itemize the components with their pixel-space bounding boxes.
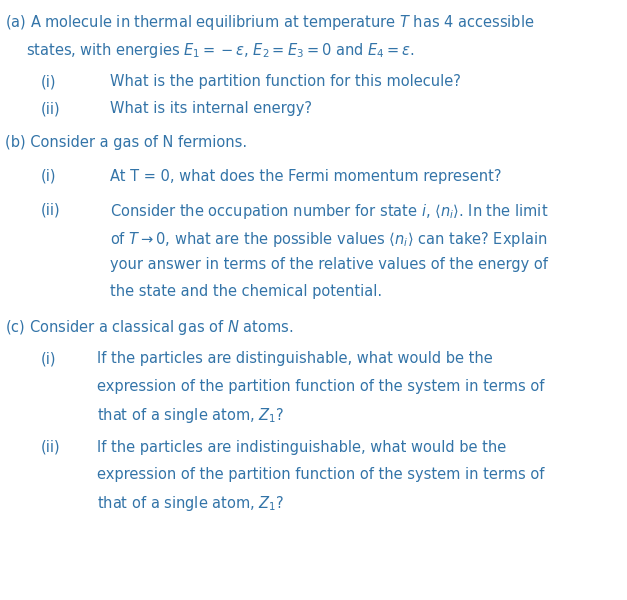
Text: If the particles are indistinguishable, what would be the: If the particles are indistinguishable, … xyxy=(97,440,507,455)
Text: (b) Consider a gas of N fermions.: (b) Consider a gas of N fermions. xyxy=(5,135,247,150)
Text: (i): (i) xyxy=(41,74,56,89)
Text: Consider the occupation number for state $i$, $\langle n_i \rangle$. In the limi: Consider the occupation number for state… xyxy=(110,202,548,221)
Text: (c) Consider a classical gas of $N$ atoms.: (c) Consider a classical gas of $N$ atom… xyxy=(5,318,293,337)
Text: (i): (i) xyxy=(41,352,56,366)
Text: that of a single atom, $Z_1$?: that of a single atom, $Z_1$? xyxy=(97,406,285,425)
Text: (ii): (ii) xyxy=(41,440,60,455)
Text: (ii): (ii) xyxy=(41,202,60,217)
Text: states, with energies $E_1 = -\epsilon$, $E_2 = E_3 = 0$ and $E_4 = \epsilon$.: states, with energies $E_1 = -\epsilon$,… xyxy=(26,40,415,59)
Text: of $T \rightarrow 0$, what are the possible values $\langle n_i \rangle$ can tak: of $T \rightarrow 0$, what are the possi… xyxy=(110,230,547,248)
Text: What is its internal energy?: What is its internal energy? xyxy=(110,101,312,116)
Text: expression of the partition function of the system in terms of: expression of the partition function of … xyxy=(97,379,545,394)
Text: (a) A molecule in thermal equilibrium at temperature $T$ has 4 accessible: (a) A molecule in thermal equilibrium at… xyxy=(5,13,534,32)
Text: At T = 0, what does the Fermi momentum represent?: At T = 0, what does the Fermi momentum r… xyxy=(110,169,501,184)
Text: expression of the partition function of the system in terms of: expression of the partition function of … xyxy=(97,467,545,482)
Text: your answer in terms of the relative values of the energy of: your answer in terms of the relative val… xyxy=(110,257,547,272)
Text: the state and the chemical potential.: the state and the chemical potential. xyxy=(110,284,382,299)
Text: What is the partition function for this molecule?: What is the partition function for this … xyxy=(110,74,461,89)
Text: that of a single atom, $Z_1$?: that of a single atom, $Z_1$? xyxy=(97,494,285,513)
Text: If the particles are distinguishable, what would be the: If the particles are distinguishable, wh… xyxy=(97,352,493,366)
Text: (i): (i) xyxy=(41,169,56,184)
Text: (ii): (ii) xyxy=(41,101,60,116)
